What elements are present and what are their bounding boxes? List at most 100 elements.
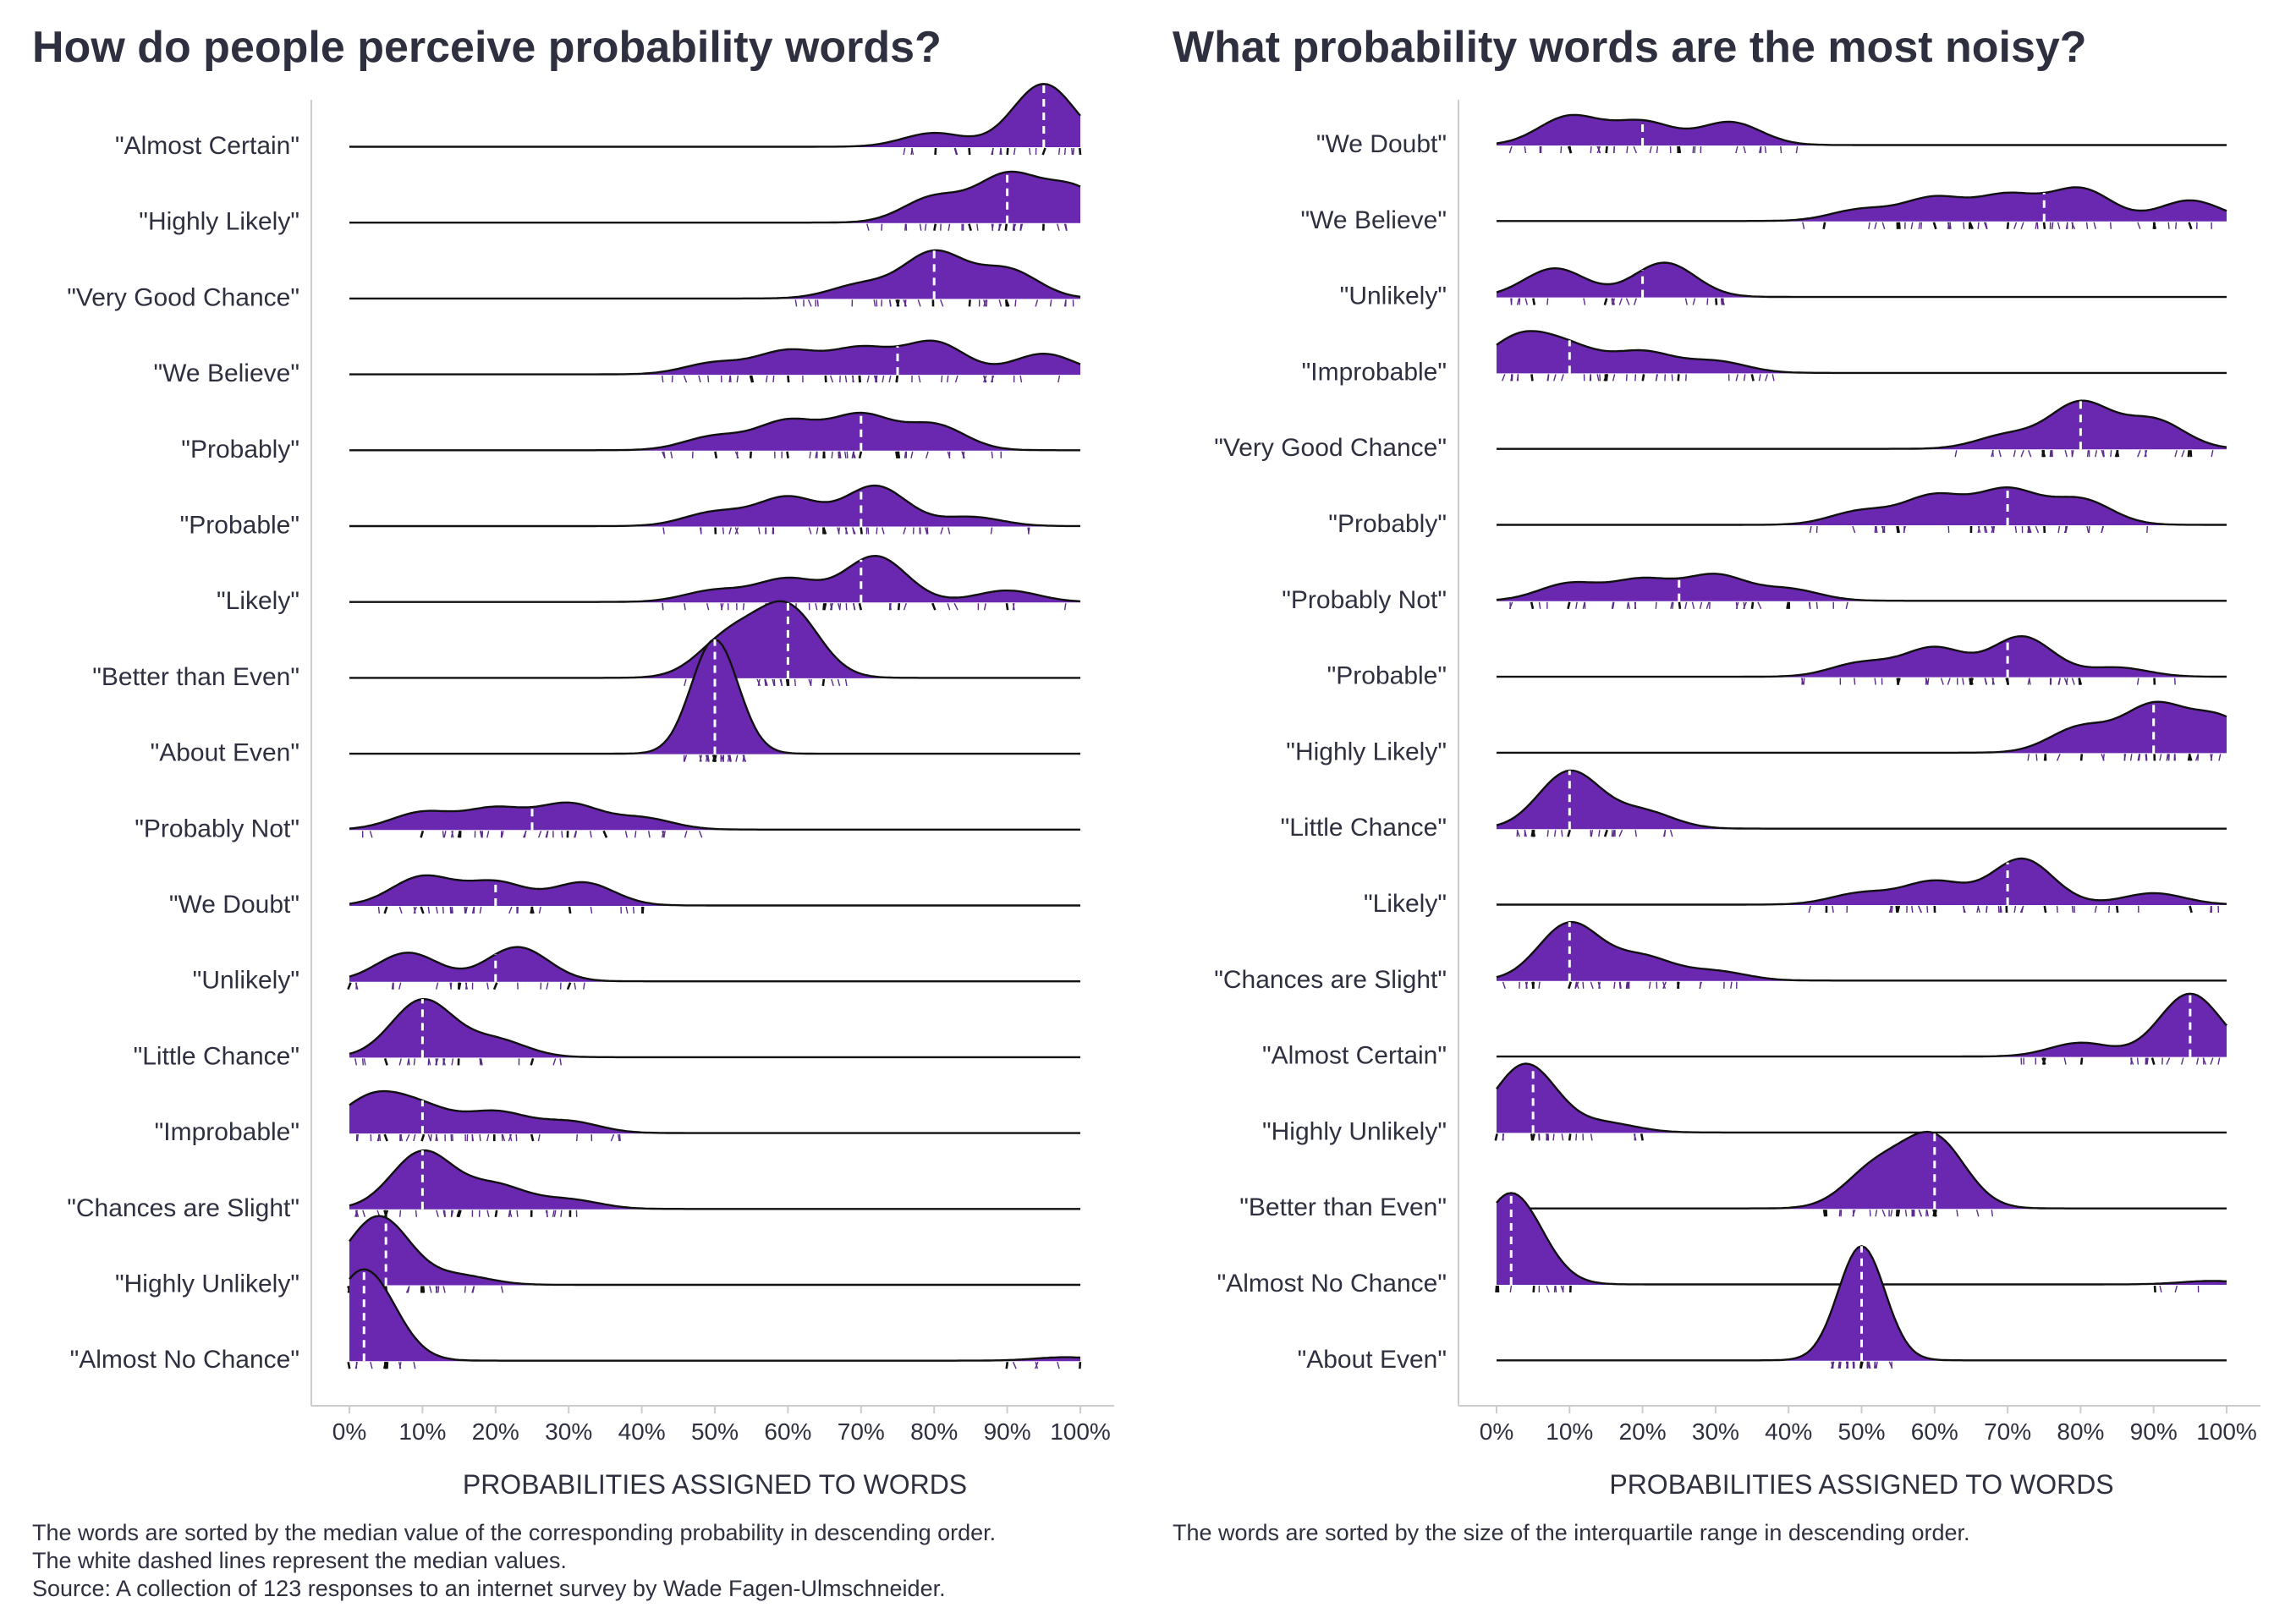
rug-mark (1640, 1133, 1645, 1141)
rug-mark (1648, 981, 1651, 989)
rug-mark (1063, 223, 1068, 231)
rug-mark (816, 527, 819, 535)
rug-mark (1005, 299, 1010, 307)
rug-mark (1532, 1285, 1535, 1293)
rug-mark (2079, 1057, 2084, 1065)
rug-mark (2074, 905, 2076, 914)
rug-mark (561, 831, 563, 838)
x-tick-label: 0% (332, 1418, 366, 1445)
rug-mark (1494, 1133, 1498, 1141)
density-area (1497, 701, 2227, 754)
rug-mark (707, 376, 710, 383)
rug-mark (750, 375, 755, 383)
rug-mark (684, 831, 688, 838)
rug-mark (846, 451, 849, 458)
rug-mark (714, 451, 718, 459)
row-label: "We Believe" (154, 359, 300, 387)
rug-mark (933, 223, 937, 231)
rug-mark (1057, 375, 1061, 383)
rug-mark (2196, 1057, 2200, 1065)
rug-mark (1626, 145, 1629, 154)
x-tick-label: 100% (2196, 1418, 2257, 1445)
rug-mark (398, 1362, 402, 1369)
row-label: "Probably Not" (135, 815, 299, 842)
x-axis-title: PROBABILITIES ASSIGNED TO WORDS (1609, 1469, 2113, 1500)
rug-mark (2102, 450, 2105, 458)
row-label: "Probably" (181, 436, 299, 464)
rug-mark (413, 1362, 416, 1369)
ridge-little-chance: "Little Chance" (134, 997, 1080, 1070)
rug-mark (1553, 374, 1557, 381)
rug-mark (1590, 145, 1592, 154)
rug-mark (2064, 450, 2068, 458)
rug-mark (1510, 298, 1513, 305)
rug-mark (1735, 145, 1738, 154)
rug-mark (500, 1286, 504, 1293)
rug-mark (2035, 222, 2037, 229)
rug-mark (816, 299, 819, 307)
rug-mark (2028, 449, 2032, 458)
rug-mark (904, 451, 907, 458)
rug-mark (545, 831, 549, 838)
rug-mark (2071, 222, 2076, 230)
rug-mark (2013, 450, 2016, 458)
rug-mark (1546, 830, 1549, 837)
density-area (349, 250, 1080, 299)
density-area (1497, 487, 2227, 525)
rug-mark (457, 1210, 462, 1218)
rug-mark (2137, 449, 2141, 458)
rug-mark (838, 451, 842, 458)
rug-mark (1663, 830, 1667, 837)
rug-mark (2136, 678, 2139, 685)
rug-mark (1590, 981, 1594, 990)
rug-mark (1881, 1209, 1886, 1217)
rug-mark (1991, 525, 1995, 534)
rug-mark (383, 1133, 388, 1142)
rug-mark (808, 527, 812, 535)
rug-mark (2130, 1057, 2133, 1065)
rug-mark (361, 1058, 364, 1066)
rug-mark (876, 299, 878, 307)
rug-mark (1634, 601, 1637, 609)
density-outline (1497, 186, 2227, 222)
rug-mark (662, 527, 665, 535)
ridge-little-chance: "Little Chance" (1281, 769, 2227, 842)
rug-mark (383, 906, 388, 914)
rug-mark (2152, 222, 2156, 229)
x-tick-label: 80% (2057, 1418, 2104, 1445)
rug-mark (1874, 222, 1877, 229)
rug-mark (1670, 601, 1673, 609)
rug-mark (1612, 374, 1616, 381)
rug-mark (2144, 449, 2148, 458)
rug-mark (2159, 754, 2162, 761)
rug-mark (1669, 830, 1673, 837)
ridge-likely: "Likely" (217, 554, 1081, 615)
left-note-source: Source: A collection of 123 responses to… (32, 1576, 946, 1601)
rug-mark (427, 906, 431, 914)
left-chart-panel: How do people perceive probability words… (32, 23, 1114, 1601)
rug-mark (882, 527, 885, 535)
rug-mark (1619, 981, 1622, 989)
rug-mark (1890, 1210, 1893, 1217)
density-outline (1497, 1130, 2227, 1210)
rug-mark (1626, 601, 1629, 609)
ridge-highly-likely: "Highly Likely" (1286, 700, 2227, 765)
row-label: "Almost No Chance" (1217, 1270, 1447, 1298)
rug-mark (904, 223, 907, 231)
row-label: "About Even" (151, 739, 299, 767)
rug-mark (1626, 981, 1629, 989)
rug-mark (1508, 145, 1513, 154)
rug-mark (2189, 450, 2193, 458)
rug-mark (347, 982, 352, 990)
rug-mark (838, 603, 842, 611)
rug-mark (794, 299, 798, 307)
rug-mark (377, 906, 381, 914)
rug-mark (508, 1210, 512, 1217)
rug-mark (2145, 754, 2147, 761)
row-label: "Unlikely" (1340, 283, 1447, 310)
rug-mark (1926, 1210, 1929, 1217)
row-label: "Chances are Slight" (67, 1194, 299, 1222)
rug-mark (2108, 905, 2111, 914)
rug-mark (1510, 374, 1513, 381)
rug-mark (2189, 905, 2193, 914)
